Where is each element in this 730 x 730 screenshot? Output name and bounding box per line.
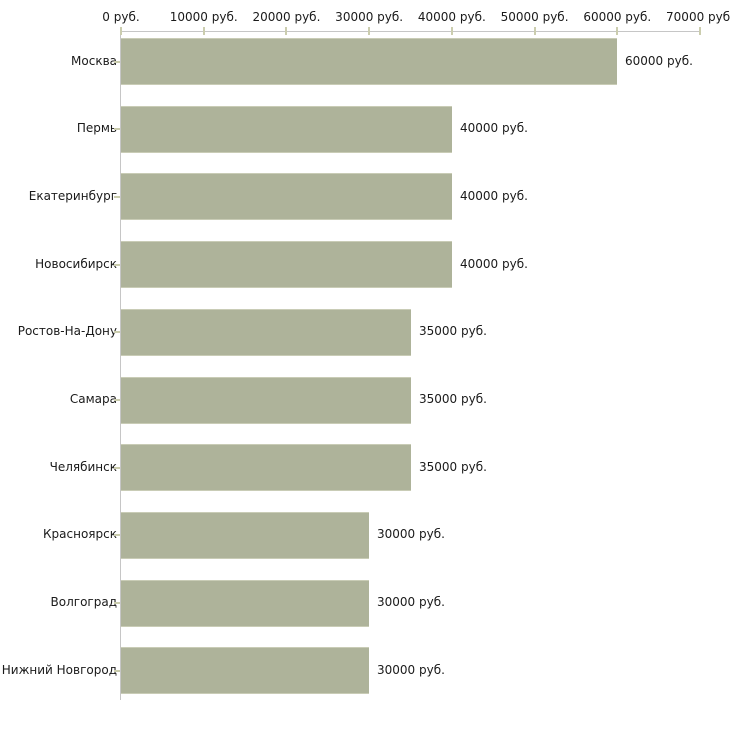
value-label: 35000 руб. xyxy=(419,460,487,474)
bar xyxy=(121,173,452,220)
bar xyxy=(121,444,411,491)
value-label: 35000 руб. xyxy=(419,392,487,406)
category-label: Екатеринбург xyxy=(28,189,117,203)
value-label: 40000 руб. xyxy=(460,189,528,203)
category-label: Новосибирск xyxy=(35,257,117,271)
value-label: 30000 руб. xyxy=(377,527,445,541)
category-label: Москва xyxy=(71,54,117,68)
category-tick-mark xyxy=(114,602,120,604)
x-axis-tick-label: 10000 руб. xyxy=(169,10,238,24)
y-axis-line xyxy=(120,31,121,700)
category-label: Волгоград xyxy=(50,595,117,609)
category-label: Пермь xyxy=(76,121,117,135)
bar xyxy=(121,106,452,153)
x-axis-tick-label: 40000 руб. xyxy=(417,10,486,24)
x-axis-tick-mark xyxy=(120,27,122,35)
category-label: Ростов-На-Дону xyxy=(17,324,117,338)
category-tick-mark xyxy=(114,196,120,198)
x-axis-tick-label: 50000 руб. xyxy=(500,10,569,24)
value-label: 30000 руб. xyxy=(377,595,445,609)
bar xyxy=(121,241,452,288)
x-axis-tick-label: 0 руб. xyxy=(102,10,140,24)
x-axis-tick-label: 60000 руб. xyxy=(583,10,652,24)
x-axis-line xyxy=(120,31,700,32)
x-axis-tick-mark xyxy=(534,27,536,35)
x-axis-tick-mark xyxy=(616,27,618,35)
value-label: 40000 руб. xyxy=(460,257,528,271)
x-axis-tick-label: 70000 руб. xyxy=(666,10,730,24)
category-tick-mark xyxy=(114,61,120,63)
x-axis-tick-mark xyxy=(203,27,205,35)
x-axis-tick-mark xyxy=(699,27,701,35)
category-tick-mark xyxy=(114,128,120,130)
value-label: 35000 руб. xyxy=(419,324,487,338)
value-label: 40000 руб. xyxy=(460,121,528,135)
category-label: Самара xyxy=(69,392,117,406)
x-axis-tick-mark xyxy=(285,27,287,35)
value-label: 60000 руб. xyxy=(625,54,693,68)
category-tick-mark xyxy=(114,467,120,469)
category-label: Красноярск xyxy=(43,527,117,541)
bar xyxy=(121,309,411,356)
category-tick-mark xyxy=(114,534,120,536)
category-tick-mark xyxy=(114,670,120,672)
bar xyxy=(121,377,411,424)
category-tick-mark xyxy=(114,331,120,333)
x-axis-tick-mark xyxy=(368,27,370,35)
category-label: Нижний Новгород xyxy=(1,663,117,677)
x-axis-tick-label: 30000 руб. xyxy=(335,10,404,24)
bar xyxy=(121,512,369,559)
category-tick-mark xyxy=(114,399,120,401)
bar xyxy=(121,580,369,627)
x-axis-tick-label: 20000 руб. xyxy=(252,10,321,24)
bar xyxy=(121,647,369,694)
bar xyxy=(121,38,617,85)
x-axis-tick-mark xyxy=(451,27,453,35)
category-tick-mark xyxy=(114,264,120,266)
category-label: Челябинск xyxy=(49,460,117,474)
value-label: 30000 руб. xyxy=(377,663,445,677)
